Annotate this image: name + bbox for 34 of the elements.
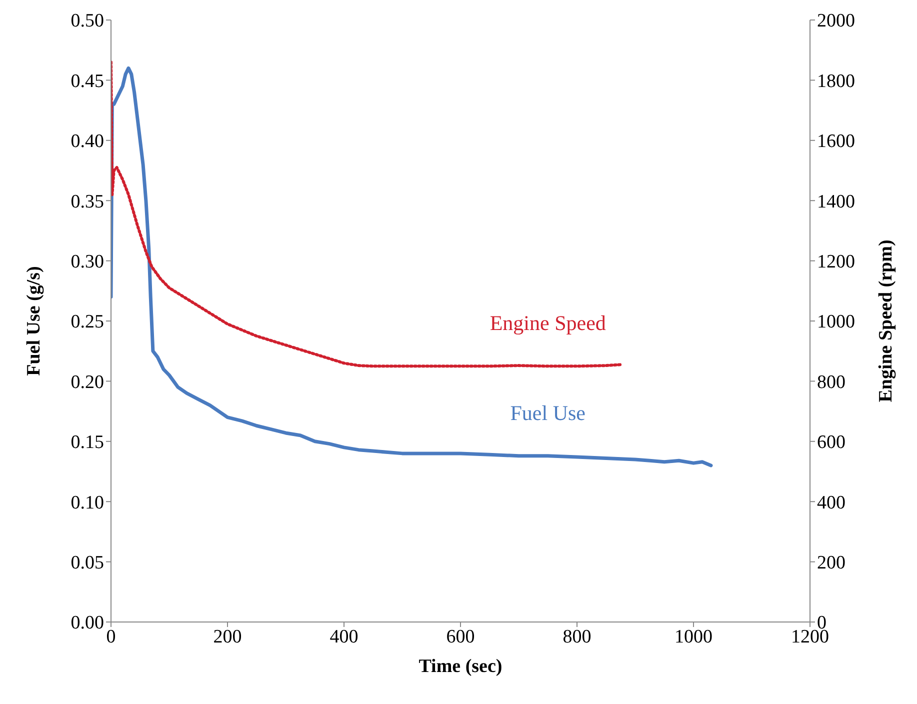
y-axis-title: Fuel Use (g/s) [24, 266, 45, 376]
x-tick-label: 400 [330, 626, 358, 648]
y2-tick-label: 1000 [817, 312, 855, 333]
y-tick-label: 0.15 [70, 432, 104, 454]
y-tick-label: 0.45 [70, 70, 104, 92]
y2-axis-title: Engine Speed (rpm) [876, 240, 897, 402]
y2-tick-label: 1200 [817, 252, 855, 273]
y2-tick-label: 1400 [817, 191, 855, 212]
y-tick-label: 0.00 [70, 612, 104, 634]
x-tick-label: 600 [446, 626, 475, 648]
y2-tick-label: 200 [817, 552, 846, 574]
line-series [111, 60, 622, 368]
y2-tick-label: 400 [817, 492, 846, 514]
series-label: Engine Speed [490, 311, 606, 336]
y2-tick-label: 2000 [817, 10, 855, 32]
y2-tick-label: 600 [817, 432, 846, 454]
series-label: Fuel Use [510, 400, 586, 425]
y-tick-label: 0.20 [70, 372, 104, 393]
y2-tick-label: 800 [817, 372, 846, 393]
y2-tick-label: 1600 [817, 131, 855, 152]
x-tick-label: 1000 [674, 626, 712, 648]
y-tick-label: 0.30 [70, 252, 104, 273]
x-tick-label: 800 [562, 626, 592, 648]
y-tick-label: 0.05 [70, 552, 104, 574]
x-tick-label: 0 [106, 626, 116, 648]
y-tick-label: 0.35 [70, 191, 104, 212]
y-tick-label: 0.25 [70, 312, 104, 333]
line-series [111, 66, 713, 468]
x-axis-title: Time (sec) [418, 656, 502, 677]
y-tick-label: 0.40 [70, 131, 104, 152]
y-tick-label: 0.10 [70, 492, 104, 514]
y-tick-label: 0.50 [70, 10, 104, 32]
y2-tick-label: 1800 [817, 70, 855, 92]
x-tick-label: 200 [213, 626, 242, 648]
